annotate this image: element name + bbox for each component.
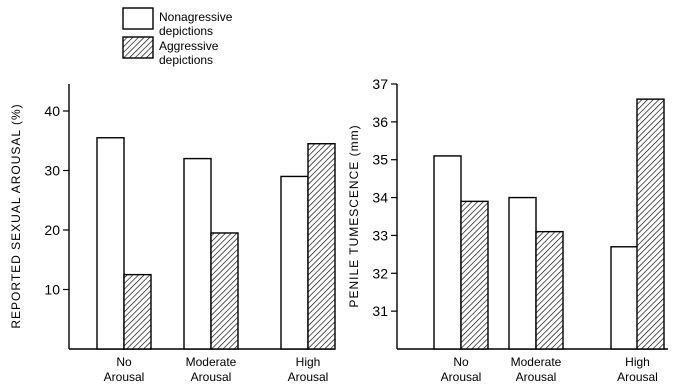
y-axis-label: REPORTED SEXUAL AROUSAL (%) (9, 103, 23, 328)
legend-swatch-nonaggressive (122, 7, 154, 30)
y-tick-label: 33 (372, 227, 388, 243)
category-label: Arousal (516, 370, 557, 384)
bar-nonaggressive (433, 155, 462, 350)
category-label: Arousal (617, 370, 658, 384)
legend-label-nonaggressive-line2: depictions (159, 24, 213, 38)
bar-aggressive (535, 230, 564, 350)
bar-nonaggressive (508, 196, 537, 350)
y-tick-label: 40 (44, 103, 60, 119)
category-label: No (116, 355, 132, 369)
y-tick-label: 35 (372, 152, 388, 168)
legend: Nonagressive depictions Aggressive depic… (122, 7, 233, 67)
legend-label-nonaggressive-line1: Nonagressive (159, 10, 233, 24)
bar-aggressive (210, 232, 239, 350)
bars (433, 98, 665, 350)
y-axis-label: PENILE TUMESCENCE (mm) (347, 124, 361, 307)
bar-nonaggressive (280, 175, 309, 350)
y-ticks: 31 32 33 34 35 36 37 (372, 76, 397, 319)
y-ticks: 10 20 30 40 (44, 103, 69, 298)
legend-swatch-aggressive (122, 36, 154, 59)
y-tick-label: 32 (372, 265, 388, 281)
category-label: Arousal (441, 370, 482, 384)
category-label: Moderate (186, 355, 237, 369)
y-tick-label: 34 (372, 190, 388, 206)
category-label: Arousal (191, 370, 232, 384)
y-tick-label: 10 (44, 282, 60, 298)
category-label: Arousal (104, 370, 145, 384)
y-tick-label: 31 (372, 303, 388, 319)
y-tick-label: 20 (44, 222, 60, 238)
y-tick-label: 37 (372, 76, 388, 92)
bar-nonaggressive (183, 157, 212, 350)
legend-label-aggressive-line2: depictions (159, 53, 213, 67)
bar-aggressive (460, 200, 489, 350)
bar-aggressive (307, 143, 336, 350)
chart-penile-tumescence: PENILE TUMESCENCE (mm) 31 32 33 34 35 36 37 No… (347, 76, 668, 384)
bar-aggressive (123, 273, 152, 350)
bar-nonaggressive (96, 137, 125, 350)
category-label: Arousal (288, 370, 329, 384)
bar-aggressive (636, 98, 665, 350)
category-label: Moderate (511, 355, 562, 369)
category-label: High (625, 355, 650, 369)
y-tick-label: 36 (372, 114, 388, 130)
y-tick-label: 30 (44, 163, 60, 179)
bar-nonaggressive (610, 246, 639, 350)
category-label: High (296, 355, 321, 369)
legend-label-aggressive-line1: Aggressive (159, 39, 219, 53)
bars (96, 137, 336, 350)
category-label: No (453, 355, 469, 369)
